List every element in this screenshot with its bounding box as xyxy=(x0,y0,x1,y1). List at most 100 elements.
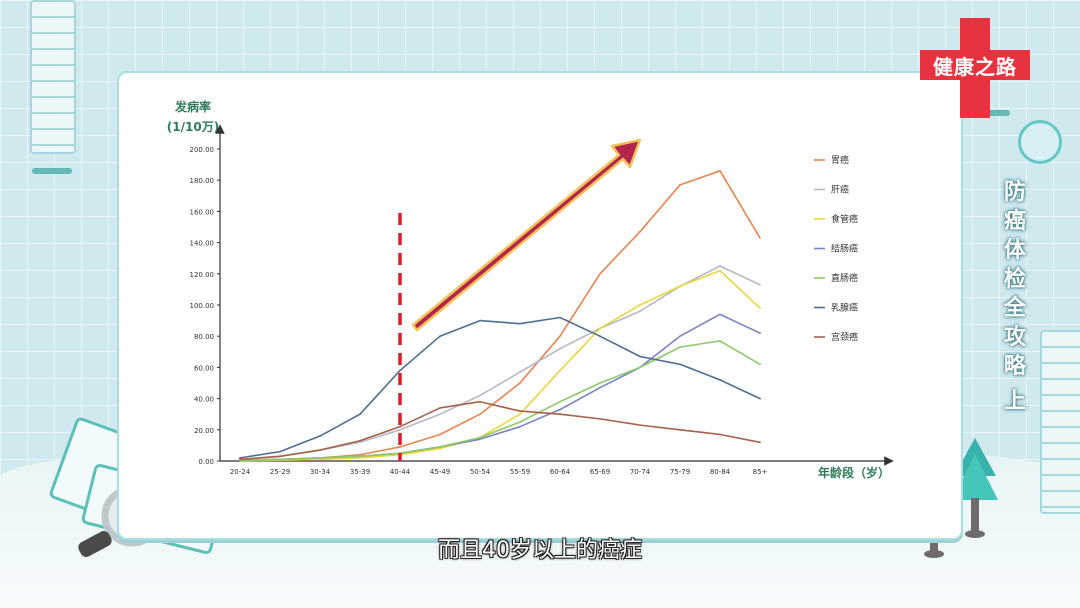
data-point xyxy=(519,410,521,412)
data-point xyxy=(559,316,561,319)
series-line xyxy=(239,316,761,459)
x-tick-label: 20-24 xyxy=(230,468,251,476)
data-point xyxy=(519,421,521,423)
program-title-vertical: 防癌体检全攻略上 xyxy=(998,178,1032,416)
data-point xyxy=(599,272,601,275)
y-tick-label: 60.00 xyxy=(194,364,214,372)
data-point xyxy=(279,450,281,453)
data-point xyxy=(359,413,361,416)
data-point xyxy=(479,319,481,322)
x-tick-label: 35-39 xyxy=(350,468,370,476)
data-point xyxy=(399,446,401,448)
x-tick-label: 75-79 xyxy=(670,468,690,476)
data-point xyxy=(559,369,561,372)
data-point xyxy=(359,453,361,456)
data-point xyxy=(719,169,721,172)
legend-label: 肝癌 xyxy=(831,184,849,196)
title-char: 癌 xyxy=(1003,209,1026,234)
data-point xyxy=(399,428,401,431)
data-point xyxy=(639,304,641,306)
data-point xyxy=(759,397,761,400)
x-tick-label: 85+ xyxy=(753,468,768,476)
data-point xyxy=(639,424,641,427)
y-axis-unit: (1/10万) xyxy=(167,120,219,134)
data-point xyxy=(759,441,761,444)
x-tick-label: 25-29 xyxy=(270,468,290,476)
series-line xyxy=(239,170,761,462)
rising-trend-arrow xyxy=(411,138,642,332)
x-tick-label: 30-34 xyxy=(310,468,331,476)
series-line xyxy=(239,340,761,462)
data-point xyxy=(439,413,441,416)
data-point xyxy=(719,265,721,267)
brand-logo: 健康之路 xyxy=(920,18,1030,118)
data-point xyxy=(239,456,241,459)
series-line xyxy=(239,313,761,462)
data-point xyxy=(359,456,361,459)
data-point xyxy=(719,269,721,272)
x-tick-label: 50-54 xyxy=(470,468,491,476)
y-tick-label: 140.00 xyxy=(190,240,215,248)
data-point xyxy=(679,428,681,431)
subtitle-caption: 而且40岁以上的癌症 xyxy=(438,538,642,563)
y-tick-label: 180.00 xyxy=(190,177,215,185)
data-point xyxy=(719,433,721,436)
title-char: 上 xyxy=(1003,389,1026,414)
data-point xyxy=(319,456,321,459)
legend-label: 食管癌 xyxy=(831,213,858,225)
y-tick-label: 0.00 xyxy=(198,458,214,466)
legend-label: 结肠癌 xyxy=(831,243,858,255)
y-tick-label: 20.00 xyxy=(194,427,214,435)
data-point xyxy=(479,438,481,441)
logo-cross-horizontal xyxy=(920,50,1030,80)
tree-icon-large xyxy=(952,438,998,538)
data-point xyxy=(679,183,681,186)
data-point xyxy=(519,413,521,416)
data-point xyxy=(359,439,361,442)
data-point xyxy=(719,378,721,381)
decor-line-left xyxy=(32,168,72,174)
data-point xyxy=(399,425,401,428)
data-point xyxy=(559,413,561,416)
chart-card: 发病率 (1/10万) 年龄段（岁） 0.00 20.00 40.00 60.00 80… xyxy=(117,71,963,540)
data-point xyxy=(439,447,441,450)
x-tick-label: 70-74 xyxy=(630,468,651,476)
data-point xyxy=(559,347,561,350)
legend-label: 胃癌 xyxy=(831,154,849,166)
data-point xyxy=(639,310,641,313)
title-char: 体 xyxy=(1003,238,1026,263)
y-tick-label: 120.00 xyxy=(190,271,215,279)
data-point xyxy=(759,237,761,239)
data-point xyxy=(439,407,441,409)
legend-label: 乳腺癌 xyxy=(831,302,858,314)
data-point xyxy=(479,400,481,403)
x-tick-label: 55-59 xyxy=(510,468,530,476)
data-point xyxy=(359,455,361,458)
data-point xyxy=(359,441,361,444)
data-point xyxy=(599,335,601,338)
x-tick-label: 65-69 xyxy=(590,468,610,476)
data-point xyxy=(519,322,521,325)
data-point xyxy=(599,417,601,420)
data-point xyxy=(319,458,321,461)
x-tick-label: 40-44 xyxy=(390,468,411,476)
data-point xyxy=(679,346,681,349)
x-axis-label: 年龄段（岁） xyxy=(818,465,890,480)
data-point xyxy=(479,394,481,397)
data-point xyxy=(759,307,761,310)
title-char: 攻 xyxy=(1003,325,1026,350)
x-tick-label: 45-49 xyxy=(430,468,450,476)
right-decor-panel xyxy=(1040,330,1080,514)
data-point xyxy=(559,400,561,403)
series-line xyxy=(239,400,761,461)
data-point xyxy=(599,386,601,389)
data-point xyxy=(319,435,321,437)
data-point xyxy=(639,355,641,358)
data-point xyxy=(639,230,641,233)
series-line xyxy=(239,269,761,462)
x-tick-label: 60-64 xyxy=(550,468,571,476)
y-tick-label: 80.00 xyxy=(194,333,214,341)
data-point xyxy=(719,313,721,316)
title-char: 略 xyxy=(1003,354,1026,379)
data-point xyxy=(439,335,441,338)
